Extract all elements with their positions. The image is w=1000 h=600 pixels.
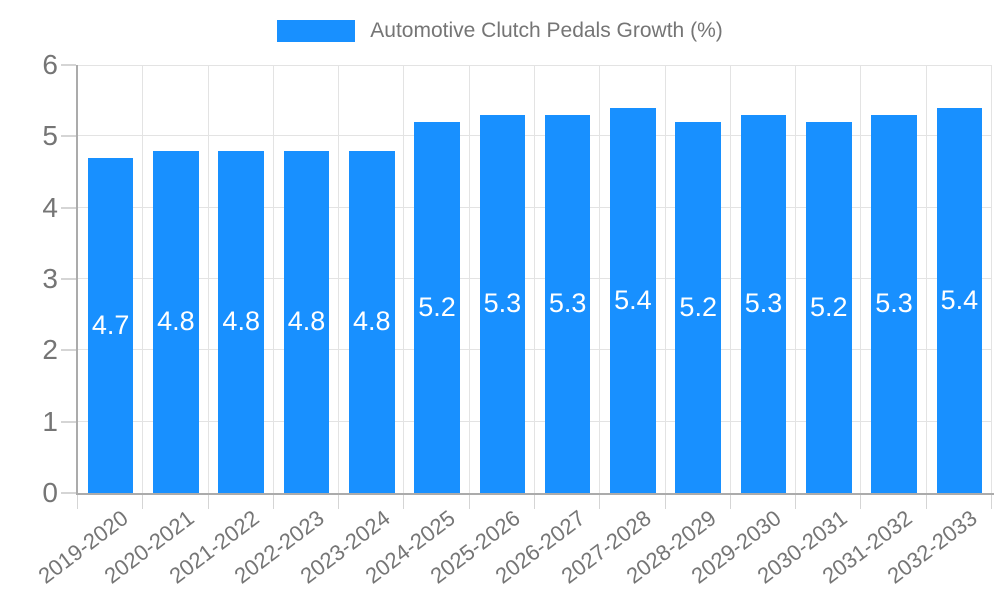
- y-axis-tick-label: 2: [42, 334, 58, 366]
- x-axis-tick-mark: [991, 495, 992, 509]
- gridline-vertical: [925, 65, 927, 493]
- x-axis-tick-mark: [207, 495, 209, 509]
- y-axis-tick-mark: [61, 278, 76, 280]
- bar-value-label: 5.3: [875, 288, 913, 319]
- bar[interactable]: 4.8: [283, 150, 330, 493]
- gridline-horizontal: [78, 135, 992, 137]
- y-axis-tick-mark: [61, 492, 76, 494]
- x-axis-tick-mark: [729, 495, 731, 509]
- y-axis-tick-mark: [61, 349, 76, 352]
- bar[interactable]: 4.8: [348, 150, 395, 493]
- bar-value-label: 5.3: [744, 288, 783, 319]
- y-axis-line: [76, 65, 78, 493]
- gridline-vertical: [338, 65, 340, 493]
- gridline-horizontal: [78, 349, 992, 351]
- bar-value-label: 5.2: [418, 292, 456, 323]
- bar-value-label: 5.2: [809, 292, 848, 323]
- bar[interactable]: 5.4: [610, 107, 656, 493]
- bar-value-label: 4.8: [222, 306, 260, 337]
- bar-value-label: 4.8: [352, 306, 391, 337]
- x-axis-tick-mark: [338, 495, 340, 509]
- bar-value-label: 4.7: [91, 309, 130, 340]
- x-axis-tick-mark: [795, 495, 797, 509]
- gridline-vertical: [207, 65, 209, 493]
- bar-value-label: 5.4: [940, 284, 979, 315]
- bar[interactable]: 4.7: [87, 157, 134, 493]
- gridline-horizontal: [78, 65, 992, 66]
- y-axis-tick-label: 1: [42, 405, 58, 437]
- bar[interactable]: 5.2: [414, 122, 460, 493]
- bar[interactable]: 5.3: [871, 114, 917, 493]
- gridline-vertical: [795, 65, 797, 493]
- x-axis-tick-mark: [272, 495, 274, 509]
- x-axis-line: [76, 493, 994, 495]
- gridline-horizontal: [78, 420, 992, 422]
- gridline-vertical: [599, 65, 601, 493]
- y-axis-tick-label: 5: [42, 120, 58, 152]
- gridline-vertical: [534, 65, 535, 493]
- gridline-vertical: [403, 65, 405, 493]
- x-axis-tick-mark: [534, 495, 535, 509]
- gridline-vertical: [272, 65, 274, 493]
- x-axis-tick-mark: [142, 495, 144, 509]
- bar[interactable]: 4.8: [218, 150, 265, 493]
- y-axis-tick-mark: [61, 206, 76, 209]
- x-axis-tick-mark: [77, 495, 78, 509]
- bar-value-label: 4.8: [287, 306, 326, 337]
- bar-value-label: 5.4: [614, 284, 652, 315]
- gridline-vertical: [729, 65, 731, 493]
- x-axis-tick-mark: [925, 495, 927, 509]
- chart-legend[interactable]: Automotive Clutch Pedals Growth (%): [0, 18, 1000, 44]
- bar-value-label: 5.3: [483, 288, 522, 319]
- gridline-vertical: [468, 65, 470, 493]
- bar[interactable]: 5.3: [479, 114, 526, 493]
- bar[interactable]: 5.2: [675, 122, 722, 493]
- y-axis-tick-label: 3: [42, 263, 58, 294]
- bar[interactable]: 5.3: [544, 114, 591, 493]
- x-axis-tick-mark: [664, 495, 666, 509]
- x-axis-tick-mark: [403, 495, 405, 509]
- y-axis-tick-label: 6: [42, 49, 58, 80]
- bar[interactable]: 5.3: [740, 114, 787, 493]
- gridline-vertical: [142, 65, 144, 493]
- legend-label: Automotive Clutch Pedals Growth (%): [370, 19, 723, 42]
- bar[interactable]: 4.8: [153, 150, 199, 493]
- bar-value-label: 5.2: [679, 292, 717, 323]
- y-axis-tick-label: 4: [42, 191, 58, 223]
- plot-area: 4.7 4.8 4.8 4.8 4.8 5.2 5.3 5.3 5.4 5.2 5.3 5.2 5.3 5…: [78, 65, 992, 493]
- legend-swatch: [277, 20, 356, 42]
- gridline-horizontal: [78, 278, 992, 279]
- y-axis-tick-mark: [61, 135, 76, 138]
- gridline-vertical: [991, 65, 992, 493]
- bar-value-label: 5.3: [548, 288, 587, 319]
- x-axis-tick-mark: [860, 495, 862, 509]
- y-axis-tick-mark: [61, 64, 76, 66]
- x-axis-tick-mark: [599, 495, 601, 509]
- gridline-vertical: [664, 65, 666, 493]
- x-axis-tick-mark: [468, 495, 470, 509]
- gridline-vertical: [860, 65, 862, 493]
- bar[interactable]: 5.4: [936, 107, 983, 493]
- bar[interactable]: 5.2: [805, 122, 852, 493]
- gridline-horizontal: [78, 206, 992, 208]
- y-axis-tick-mark: [61, 420, 76, 423]
- bar-value-label: 4.8: [157, 306, 195, 337]
- y-axis-tick-label: 0: [42, 477, 58, 508]
